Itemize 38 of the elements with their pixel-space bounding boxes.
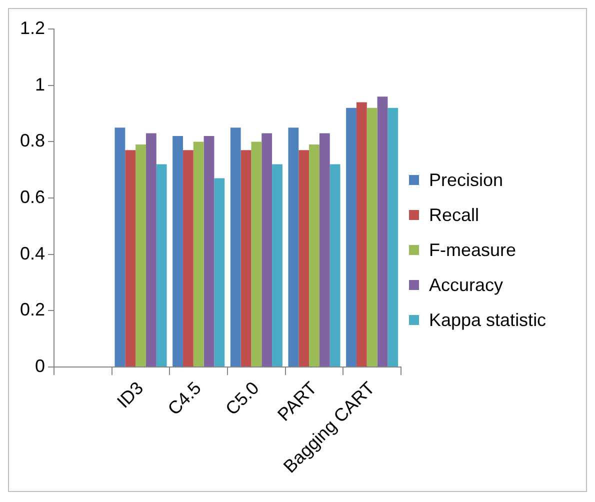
bar bbox=[146, 133, 156, 367]
bar bbox=[309, 144, 320, 367]
legend-label: Accuracy bbox=[429, 274, 504, 297]
bar bbox=[230, 128, 241, 367]
bar bbox=[251, 142, 262, 367]
bar bbox=[319, 133, 330, 367]
bar bbox=[182, 150, 194, 367]
bar bbox=[288, 128, 299, 367]
bar bbox=[366, 108, 378, 367]
legend-label: Kappa statistic bbox=[429, 308, 546, 332]
bar bbox=[346, 108, 356, 367]
legend-label: Precision bbox=[429, 168, 504, 192]
bar bbox=[298, 150, 310, 367]
y-tick-label: 1.2 bbox=[20, 18, 46, 38]
bar bbox=[114, 128, 126, 367]
y-tick-label: 0.8 bbox=[20, 130, 46, 151]
bar bbox=[214, 178, 225, 367]
y-tick-label: 0.4 bbox=[20, 243, 46, 264]
y-tick-label: 1 bbox=[35, 74, 46, 94]
y-tick-label: 0 bbox=[35, 356, 46, 376]
bar bbox=[125, 150, 136, 367]
y-tick-label: 0.2 bbox=[20, 300, 46, 320]
bar bbox=[172, 136, 183, 367]
bar bbox=[136, 144, 146, 367]
x-tick-label: ID3 bbox=[113, 378, 148, 412]
bar bbox=[240, 150, 252, 367]
bar bbox=[204, 136, 214, 367]
legend-label: Recall bbox=[429, 204, 480, 226]
bar bbox=[193, 142, 204, 367]
bar bbox=[330, 164, 340, 367]
bar bbox=[262, 133, 272, 367]
bar bbox=[272, 164, 282, 367]
legend-label: F-measure bbox=[429, 238, 516, 262]
bar bbox=[388, 108, 398, 367]
bar bbox=[356, 102, 367, 367]
bar bbox=[156, 164, 167, 367]
y-tick-label: 0.6 bbox=[20, 187, 46, 207]
bar bbox=[377, 96, 388, 367]
